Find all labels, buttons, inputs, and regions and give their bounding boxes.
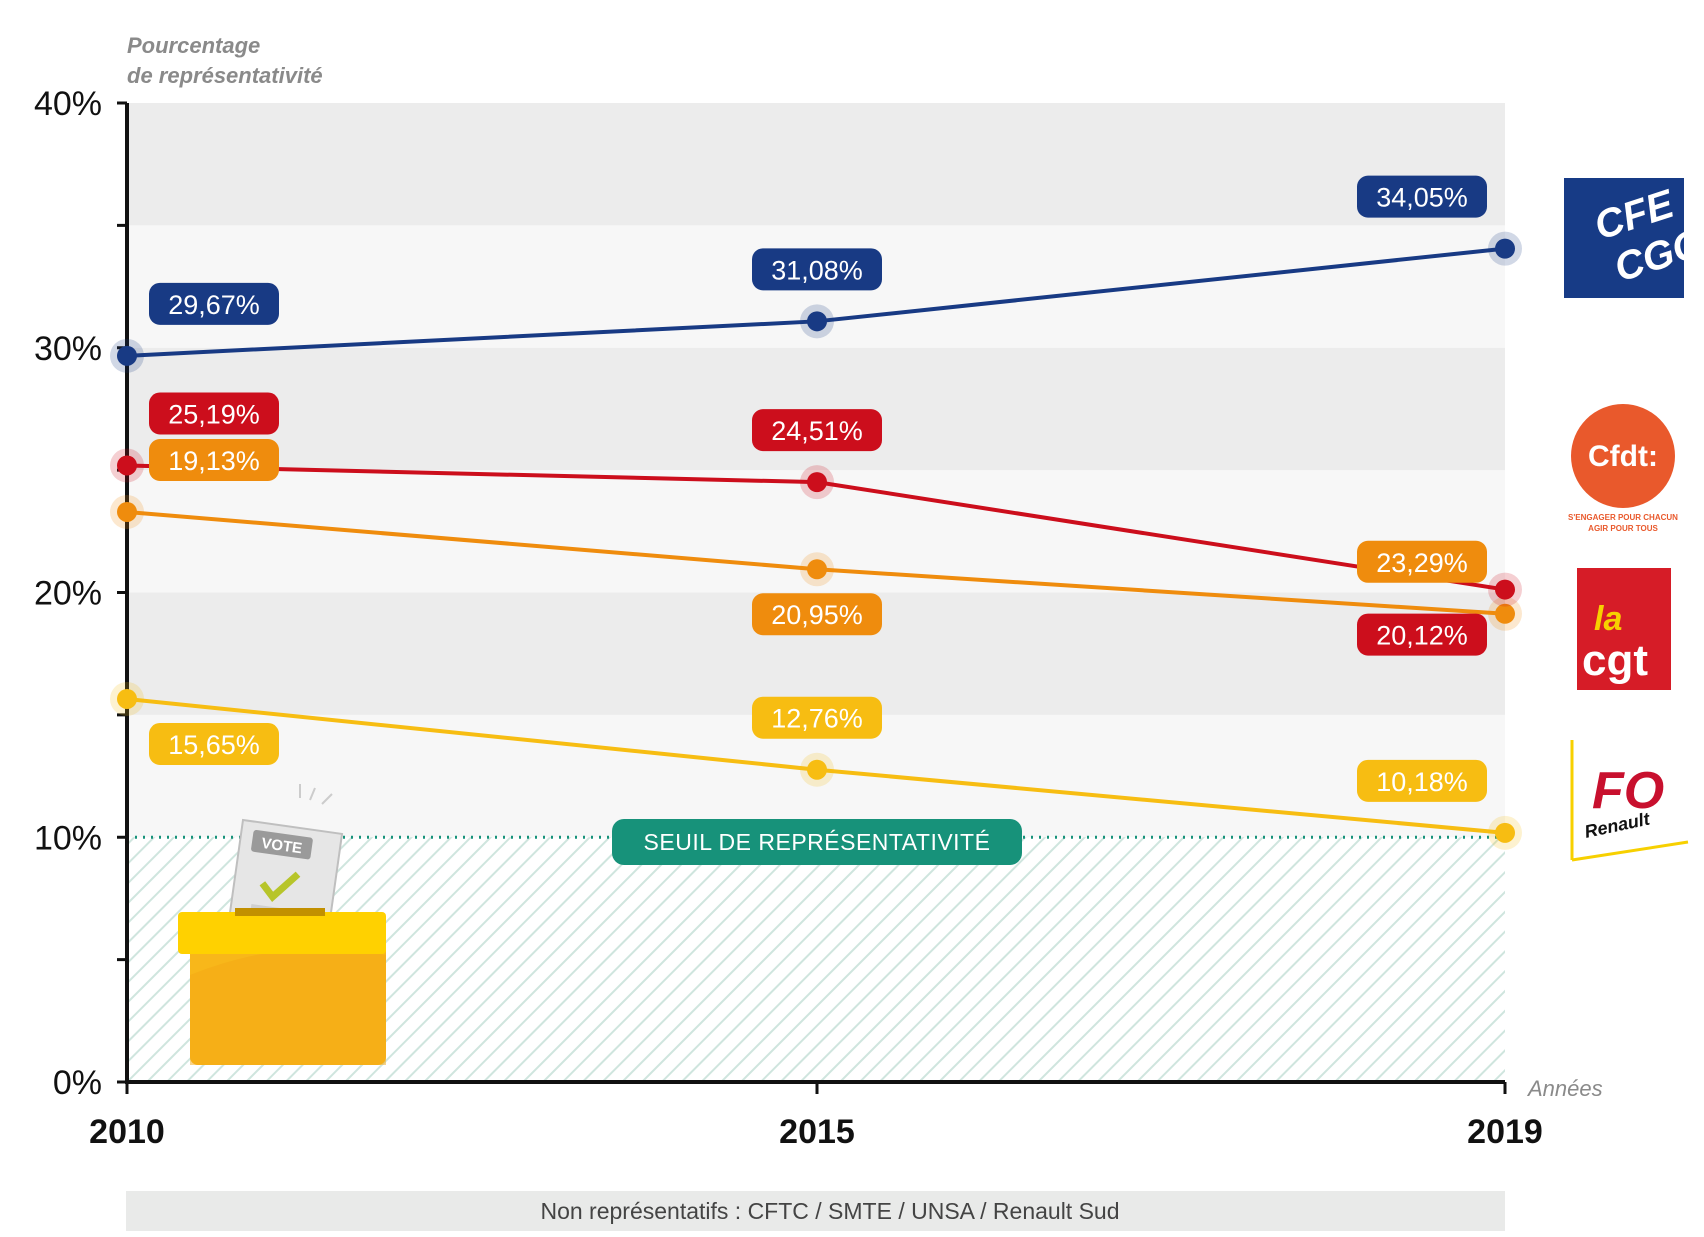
- data-labels: 29,67% 31,08% 34,05% 19,13% 20,95% 23,29% 25,1…: [149, 175, 1487, 802]
- grid-band: [127, 103, 1505, 226]
- data-point-cfdt: [807, 559, 827, 580]
- data-label-cfe-cgc: 34,05%: [1376, 183, 1468, 213]
- y-axis-title-line2: de représentativité: [127, 63, 323, 88]
- data-label-cgt: 25,19%: [168, 399, 260, 429]
- data-point-cgt: [1495, 579, 1515, 600]
- grid-band: [127, 347, 1505, 471]
- data-label-fo-renault: 15,65%: [168, 730, 260, 760]
- threshold-label: SEUIL DE REPRÉSENTATIVITÉ: [612, 819, 1022, 865]
- x-tick-label: 2010: [89, 1113, 165, 1151]
- threshold-label-text: SEUIL DE REPRÉSENTATIVITÉ: [644, 829, 991, 855]
- data-point-cfdt: [117, 501, 137, 522]
- data-point-fo-renault: [1495, 822, 1515, 843]
- cfdt-logo-name: Cfdt:: [1588, 440, 1658, 473]
- cfdt-logo: Cfdt: S'ENGAGER POUR CHACUN AGIR POUR TO…: [1568, 404, 1678, 533]
- x-ticks: 2010 2015 2019: [89, 1082, 1543, 1151]
- cfe-cgc-logo: CFE CGC: [1564, 178, 1704, 298]
- cgt-logo-la: la: [1594, 600, 1622, 638]
- fo-logo-fo: FO: [1592, 762, 1664, 820]
- data-label-bg-cgt: [1357, 613, 1487, 656]
- footer: Non représentatifs : CFTC / SMTE / UNSA …: [126, 1191, 1505, 1231]
- data-label-bg-fo-renault: [752, 696, 882, 739]
- data-label-bg-cgt: [752, 409, 882, 452]
- data-label-fo-renault: 10,18%: [1376, 767, 1468, 797]
- data-label-bg-cfe-cgc: [752, 248, 882, 291]
- data-point-fo-renault: [807, 759, 827, 780]
- data-label-fo-renault: 12,76%: [771, 704, 863, 734]
- data-label-bg-cfdt: [149, 438, 279, 481]
- cgt-logo: la cgt: [1577, 568, 1671, 690]
- data-point-cgt: [807, 472, 827, 493]
- data-label-bg-cfe-cgc: [1357, 175, 1487, 218]
- data-label-bg-fo-renault: [1357, 759, 1487, 802]
- data-label-bg-cfe-cgc: [149, 282, 279, 325]
- data-point-cfe-cgc: [117, 345, 137, 366]
- data-label-bg-fo-renault: [149, 722, 279, 765]
- x-tick-label: 2015: [779, 1113, 855, 1151]
- cfdt-logo-tagline2: AGIR POUR TOUS: [1588, 524, 1658, 533]
- cgt-logo-cgt: cgt: [1582, 636, 1648, 685]
- ballot-vote-text: VOTE: [260, 835, 303, 858]
- y-tick-label: 10%: [34, 819, 102, 857]
- ballot-box-illustration: VOTE: [178, 784, 386, 1065]
- data-label-bg-cfdt: [752, 593, 882, 636]
- cfdt-logo-tagline1: S'ENGAGER POUR CHACUN: [1568, 513, 1678, 522]
- data-label-cfe-cgc: 31,08%: [771, 255, 863, 285]
- data-point-cfe-cgc: [807, 311, 827, 332]
- series-layer: [110, 231, 1522, 850]
- data-label-bg-cgt: [149, 392, 279, 435]
- y-tick-label: 0%: [53, 1064, 102, 1102]
- fo-renault-logo: FO Renault: [1570, 740, 1689, 862]
- data-point-cfdt: [1495, 603, 1515, 624]
- data-point-fo-renault: [117, 688, 137, 709]
- y-axis-title-line1: Pourcentage: [127, 33, 260, 58]
- data-label-bg-cfdt: [1357, 540, 1487, 583]
- x-axis-title: Années: [1526, 1076, 1603, 1101]
- footer-text: Non représentatifs : CFTC / SMTE / UNSA …: [540, 1198, 1119, 1224]
- data-label-cfdt: 20,95%: [771, 600, 863, 630]
- data-label-cgt: 20,12%: [1376, 621, 1468, 651]
- y-tick-label: 30%: [34, 330, 102, 368]
- data-label-cgt: 24,51%: [771, 416, 863, 446]
- data-label-cfdt: 19,13%: [168, 446, 260, 476]
- data-point-cgt: [117, 455, 137, 476]
- x-tick-label: 2019: [1467, 1113, 1543, 1151]
- data-label-cfdt: 23,29%: [1376, 548, 1468, 578]
- y-tick-label: 20%: [34, 575, 102, 613]
- data-label-cfe-cgc: 29,67%: [168, 290, 260, 320]
- y-tick-label: 40%: [34, 85, 102, 123]
- data-point-cfe-cgc: [1495, 238, 1515, 259]
- y-ticks: 0% 10% 20% 30% 40%: [34, 85, 127, 1102]
